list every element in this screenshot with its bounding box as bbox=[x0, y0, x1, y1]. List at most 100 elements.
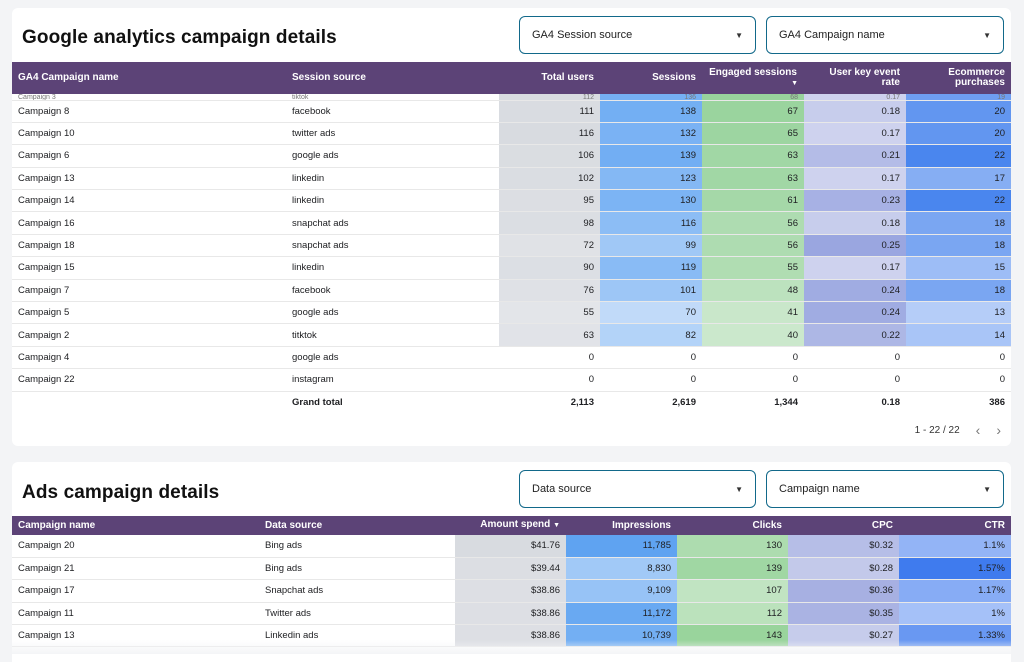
cell-session-source: facebook bbox=[286, 100, 499, 122]
cell-user-key-event-rate: 0.25 bbox=[804, 234, 906, 256]
cell-campaign-name: Campaign 7 bbox=[12, 279, 286, 301]
cell-data-source: Bing ads bbox=[259, 535, 455, 557]
col-header-clicks[interactable]: Clicks bbox=[677, 516, 788, 535]
chevron-left-icon[interactable]: ‹ bbox=[976, 422, 981, 438]
cell-data-source: Bing ads bbox=[259, 557, 455, 579]
col-header-amount-spend[interactable]: Amount spend ▼ bbox=[455, 516, 566, 535]
ga4-session-source-filter-label: GA4 Session source bbox=[532, 29, 632, 41]
cell-campaign-name: Campaign 6 bbox=[12, 145, 286, 167]
total-cell: 2,113 bbox=[499, 391, 600, 414]
total-cell bbox=[12, 391, 286, 414]
table-header-row: Campaign name Data source Amount spend ▼… bbox=[12, 516, 1011, 535]
cell-engaged-sessions: 65 bbox=[702, 122, 804, 144]
cell-ecommerce-purchases: 20 bbox=[906, 122, 1011, 144]
cell-cpc: $0.28 bbox=[788, 557, 899, 579]
cell-session-source: linkedin bbox=[286, 257, 499, 279]
cell-campaign-name: Campaign 18 bbox=[12, 234, 286, 256]
ga-campaign-table: GA4 Campaign name Session source Total u… bbox=[12, 62, 1011, 414]
cell-data-source: Snapchat ads bbox=[259, 580, 455, 602]
cell-engaged-sessions: 0 bbox=[702, 369, 804, 391]
col-header-user-key-event-rate[interactable]: User key event rate bbox=[804, 62, 906, 94]
ga4-session-source-filter[interactable]: GA4 Session source ▼ bbox=[519, 16, 756, 54]
col-header-ecommerce-purchases[interactable]: Ecommerce purchases bbox=[906, 62, 1011, 94]
cell-engaged-sessions: 56 bbox=[702, 234, 804, 256]
col-header-session-source[interactable]: Session source bbox=[286, 62, 499, 94]
cell-cpc: $0.36 bbox=[788, 580, 899, 602]
cell-engaged-sessions: 40 bbox=[702, 324, 804, 346]
cell-ecommerce-purchases: 14 bbox=[906, 324, 1011, 346]
cell-session-source: facebook bbox=[286, 279, 499, 301]
ga4-campaign-name-filter[interactable]: GA4 Campaign name ▼ bbox=[766, 16, 1004, 54]
cell-amount-spend: $41.76 bbox=[455, 535, 566, 557]
cell-session-source: linkedin bbox=[286, 167, 499, 189]
cell-user-key-event-rate: 0 bbox=[804, 369, 906, 391]
col-header-cpc[interactable]: CPC bbox=[788, 516, 899, 535]
cell-ecommerce-purchases: 18 bbox=[906, 279, 1011, 301]
cell-engaged-sessions: 61 bbox=[702, 190, 804, 212]
cell-user-key-event-rate: 0.21 bbox=[804, 145, 906, 167]
col-header-ctr[interactable]: CTR bbox=[899, 516, 1011, 535]
cell-engaged-sessions: 48 bbox=[702, 279, 804, 301]
cell-ecommerce-purchases: 15 bbox=[906, 257, 1011, 279]
cell-impressions: 11,172 bbox=[566, 602, 677, 624]
sort-descending-icon: ▼ bbox=[708, 79, 798, 89]
cell-total-users: 90 bbox=[499, 257, 600, 279]
col-header-data-source[interactable]: Data source bbox=[259, 516, 455, 535]
cell-clicks: 139 bbox=[677, 557, 788, 579]
chevron-right-icon[interactable]: › bbox=[996, 422, 1001, 438]
total-cell: 1,344 bbox=[702, 391, 804, 414]
col-header-campaign-name[interactable]: GA4 Campaign name bbox=[12, 62, 286, 94]
scroll-fade bbox=[0, 640, 1024, 654]
cell-ecommerce-purchases: 17 bbox=[906, 167, 1011, 189]
cell-sessions: 132 bbox=[600, 122, 702, 144]
campaign-name-filter[interactable]: Campaign name ▼ bbox=[766, 470, 1004, 508]
cell-campaign-name: Campaign 20 bbox=[12, 535, 259, 557]
cell-sessions: 138 bbox=[600, 100, 702, 122]
ga-campaign-card: Google analytics campaign details GA4 Se… bbox=[12, 8, 1011, 446]
cell-session-source: google ads bbox=[286, 145, 499, 167]
cell-user-key-event-rate: 0 bbox=[804, 346, 906, 368]
cell-user-key-event-rate: 0.22 bbox=[804, 324, 906, 346]
cell-clicks: 112 bbox=[677, 602, 788, 624]
col-header-sessions[interactable]: Sessions bbox=[600, 62, 702, 94]
cell-session-source: linkedin bbox=[286, 190, 499, 212]
cell-total-users: 0 bbox=[499, 369, 600, 391]
data-source-filter[interactable]: Data source ▼ bbox=[519, 470, 756, 508]
cell-session-source: google ads bbox=[286, 346, 499, 368]
col-header-impressions[interactable]: Impressions bbox=[566, 516, 677, 535]
cell-campaign-name: Campaign 5 bbox=[12, 302, 286, 324]
cell-sessions: 82 bbox=[600, 324, 702, 346]
cell-ctr: 1.17% bbox=[899, 580, 1011, 602]
col-header-engaged-sessions[interactable]: Engaged sessions ▼ bbox=[702, 62, 804, 94]
pagination-range: 1 - 22 / 22 bbox=[915, 425, 960, 436]
col-header-campaign-name[interactable]: Campaign name bbox=[12, 516, 259, 535]
sort-descending-icon: ▼ bbox=[553, 522, 560, 529]
cell-sessions: 0 bbox=[600, 369, 702, 391]
col-header-total-users[interactable]: Total users bbox=[499, 62, 600, 94]
cell-ecommerce-purchases: 22 bbox=[906, 190, 1011, 212]
cell-user-key-event-rate: 0.23 bbox=[804, 190, 906, 212]
cell-ecommerce-purchases: 13 bbox=[906, 302, 1011, 324]
cell-ctr: 1.57% bbox=[899, 557, 1011, 579]
cell-engaged-sessions: 55 bbox=[702, 257, 804, 279]
caret-down-icon: ▼ bbox=[735, 31, 743, 40]
cell-campaign-name: Campaign 14 bbox=[12, 190, 286, 212]
cell-clicks: 130 bbox=[677, 535, 788, 557]
cell-ecommerce-purchases: 18 bbox=[906, 234, 1011, 256]
cell-sessions: 0 bbox=[600, 346, 702, 368]
cell-sessions: 139 bbox=[600, 145, 702, 167]
pagination: 1 - 22 / 22 ‹ › bbox=[915, 422, 1001, 438]
cell-user-key-event-rate: 0.18 bbox=[804, 212, 906, 234]
cell-campaign-name: Campaign 15 bbox=[12, 257, 286, 279]
total-cell: 386 bbox=[906, 391, 1011, 414]
cell-ecommerce-purchases: 18 bbox=[906, 212, 1011, 234]
